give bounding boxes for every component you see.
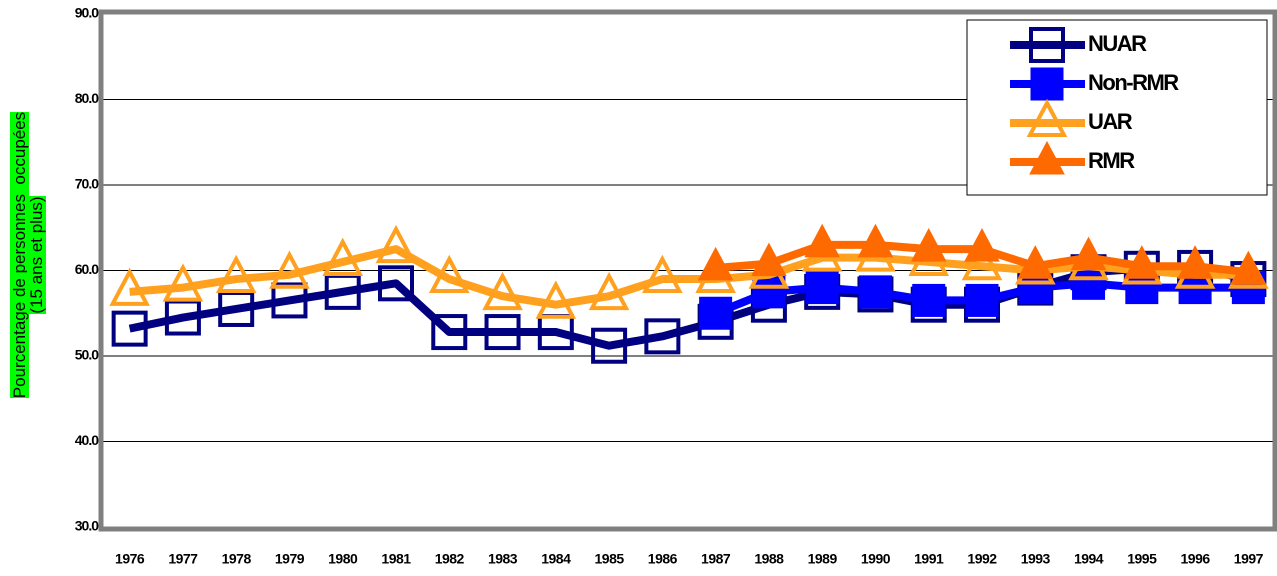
legend-label: UAR (1088, 109, 1133, 134)
x-tick-label: 1978 (222, 551, 252, 567)
x-tick-label: 1987 (701, 551, 731, 567)
x-tick-label: 1992 (967, 551, 997, 567)
data-marker (699, 296, 733, 330)
x-tick-label: 1976 (115, 551, 145, 567)
y-tick-label: 30.0 (75, 518, 99, 534)
x-tick-label: 1997 (1234, 551, 1264, 567)
legend-label: Non-RMR (1088, 70, 1179, 95)
data-marker (111, 310, 148, 347)
data-marker (1070, 236, 1107, 271)
data-marker (805, 271, 839, 305)
data-marker (588, 271, 630, 311)
x-tick-label: 1985 (595, 551, 625, 567)
x-tick-label: 1994 (1074, 551, 1104, 567)
data-marker (269, 250, 310, 289)
data-marker (752, 275, 786, 309)
data-marker (965, 283, 999, 317)
data-marker (751, 242, 787, 277)
data-marker (642, 254, 683, 294)
data-marker (697, 246, 734, 281)
data-marker (484, 314, 521, 351)
data-marker (1230, 251, 1267, 285)
plot-frame (98, 9, 1277, 532)
y-axis-title-line: (15 ans et plus) (27, 196, 46, 314)
y-tick-label: 70.0 (75, 176, 99, 192)
data-marker (804, 223, 841, 258)
x-tick-label: 1986 (648, 551, 678, 567)
x-tick-label: 1980 (328, 551, 358, 567)
x-tick-label: 1977 (168, 551, 198, 567)
x-tick-label: 1988 (754, 551, 784, 567)
series-line (128, 263, 1250, 350)
data-marker (964, 228, 1000, 262)
x-tick-label: 1990 (861, 551, 891, 567)
legend-marker (1030, 67, 1064, 101)
data-marker (858, 275, 892, 309)
x-tick-label: 1984 (541, 551, 571, 567)
data-marker (1177, 245, 1213, 279)
y-tick-label: 50.0 (75, 347, 99, 363)
x-tick-label: 1996 (1181, 551, 1211, 567)
y-axis-title: Pourcentage de personnes occupées (15 ans… (10, 35, 46, 475)
x-tick-label: 1995 (1127, 551, 1157, 567)
x-tick-label: 1993 (1021, 551, 1051, 567)
legend-label: RMR (1088, 148, 1135, 173)
data-marker (378, 265, 414, 302)
data-marker (1123, 245, 1160, 279)
data-marker (162, 263, 204, 302)
data-marker (1072, 266, 1106, 300)
data-marker (431, 314, 468, 351)
data-marker (910, 228, 947, 262)
data-marker (322, 237, 364, 276)
data-marker (912, 283, 946, 317)
data-marker (591, 327, 628, 364)
data-marker (215, 254, 257, 294)
data-marker (1017, 245, 1054, 279)
x-tick-label: 1991 (914, 551, 944, 567)
series-line (129, 245, 1249, 309)
legend-marker (1029, 140, 1065, 175)
data-marker (482, 271, 523, 311)
data-marker (271, 282, 308, 319)
y-tick-label: 80.0 (75, 90, 99, 106)
data-marker (961, 241, 1003, 281)
y-tick-label: 90.0 (75, 5, 99, 21)
data-marker (375, 224, 417, 264)
x-tick-label: 1982 (435, 551, 465, 567)
legend-marker (1029, 27, 1065, 63)
x-tick-label: 1981 (381, 551, 411, 567)
legend-label: NUAR (1088, 31, 1147, 56)
x-tick-label: 1989 (808, 551, 838, 567)
x-tick-label: 1983 (488, 551, 518, 567)
data-marker (535, 280, 577, 319)
y-tick-label: 60.0 (75, 261, 99, 277)
data-marker (857, 223, 894, 258)
data-marker (109, 267, 150, 306)
legend-marker (1026, 98, 1068, 137)
data-marker (644, 318, 681, 355)
y-tick-label: 40.0 (75, 432, 99, 448)
x-tick-label: 1979 (275, 551, 305, 567)
data-marker (428, 254, 470, 294)
